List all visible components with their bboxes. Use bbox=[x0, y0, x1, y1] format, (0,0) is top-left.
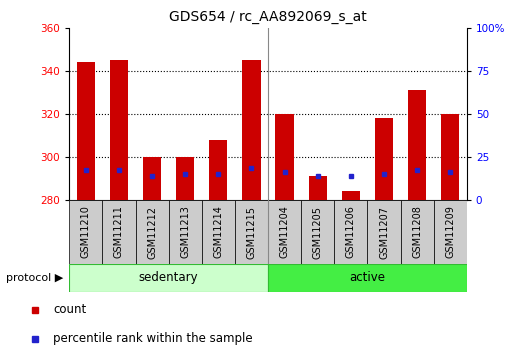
Text: percentile rank within the sample: percentile rank within the sample bbox=[53, 333, 253, 345]
Bar bbox=[401, 200, 433, 264]
Bar bbox=[235, 200, 268, 264]
Bar bbox=[309, 176, 327, 200]
Text: GSM11214: GSM11214 bbox=[213, 206, 223, 258]
Bar bbox=[135, 200, 169, 264]
Text: GSM11212: GSM11212 bbox=[147, 206, 157, 258]
Bar bbox=[275, 114, 294, 200]
Text: GSM11211: GSM11211 bbox=[114, 206, 124, 258]
Bar bbox=[209, 140, 227, 200]
Bar bbox=[301, 200, 334, 264]
Bar bbox=[110, 60, 128, 200]
Text: GSM11204: GSM11204 bbox=[280, 206, 290, 258]
Text: active: active bbox=[349, 271, 385, 284]
Text: GSM11208: GSM11208 bbox=[412, 206, 422, 258]
Text: GSM11209: GSM11209 bbox=[445, 206, 455, 258]
Text: sedentary: sedentary bbox=[139, 271, 199, 284]
Bar bbox=[103, 200, 135, 264]
Bar bbox=[77, 62, 95, 200]
Text: count: count bbox=[53, 303, 87, 316]
Bar bbox=[242, 60, 261, 200]
Bar bbox=[69, 200, 103, 264]
Bar bbox=[268, 200, 301, 264]
Text: protocol ▶: protocol ▶ bbox=[7, 273, 64, 283]
Text: GSM11210: GSM11210 bbox=[81, 206, 91, 258]
Bar bbox=[375, 118, 393, 200]
Bar bbox=[202, 200, 235, 264]
Text: GSM11207: GSM11207 bbox=[379, 206, 389, 258]
Bar bbox=[334, 200, 367, 264]
Bar bbox=[441, 114, 459, 200]
Bar bbox=[176, 157, 194, 200]
Bar bbox=[169, 200, 202, 264]
Bar bbox=[69, 264, 268, 292]
Text: GSM11213: GSM11213 bbox=[180, 206, 190, 258]
Bar bbox=[342, 191, 360, 200]
Title: GDS654 / rc_AA892069_s_at: GDS654 / rc_AA892069_s_at bbox=[169, 10, 367, 24]
Bar bbox=[143, 157, 161, 200]
Bar bbox=[367, 200, 401, 264]
Text: GSM11205: GSM11205 bbox=[313, 206, 323, 258]
Bar bbox=[268, 264, 467, 292]
Text: GSM11206: GSM11206 bbox=[346, 206, 356, 258]
Bar bbox=[433, 200, 467, 264]
Bar bbox=[408, 90, 426, 200]
Text: GSM11215: GSM11215 bbox=[246, 206, 256, 258]
